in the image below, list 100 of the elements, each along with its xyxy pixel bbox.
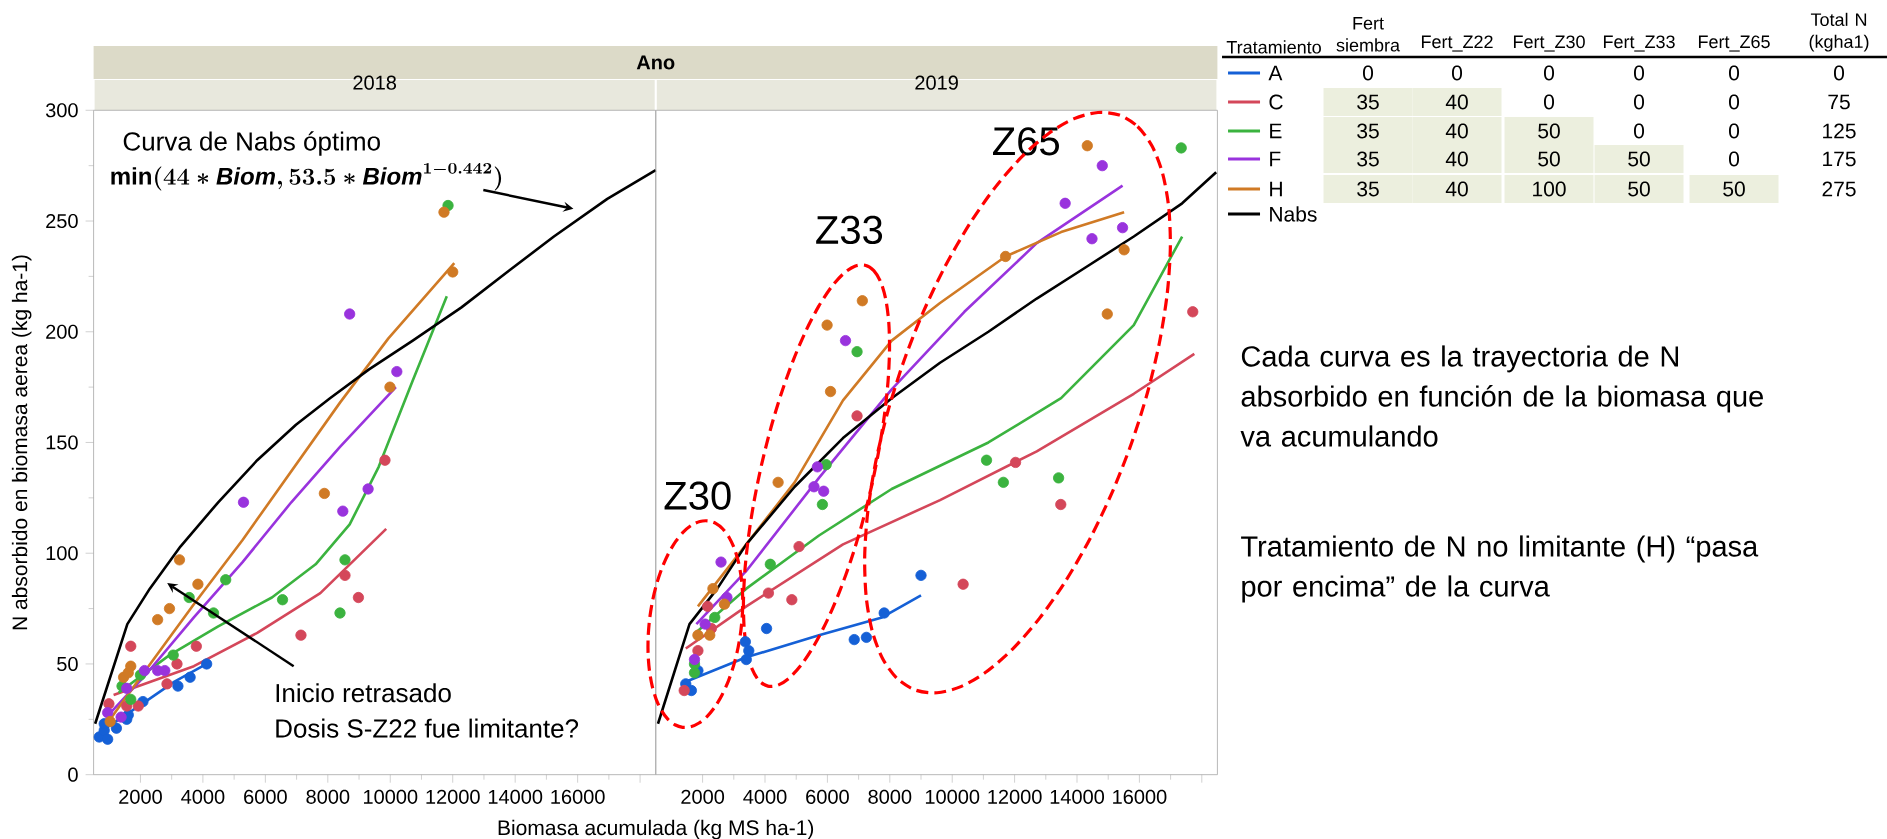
- point: [318, 487, 330, 500]
- x-tick-label: Total N (kgha1): [1809, 12, 1869, 52]
- point: [772, 476, 784, 488]
- point: [1053, 472, 1065, 484]
- data-label: 275: [1822, 181, 1856, 197]
- data-label: 75: [1828, 94, 1850, 110]
- data-label: 40: [1445, 94, 1468, 110]
- point: [339, 554, 351, 566]
- annotation: Z30: [664, 481, 731, 510]
- x-tick-label: 16000: [551, 789, 605, 804]
- x-tick-label: 2000: [119, 789, 162, 804]
- data-label: 40: [1445, 181, 1468, 197]
- point: [110, 722, 122, 734]
- legend-label: Nabs: [1270, 206, 1317, 222]
- point: [391, 366, 403, 378]
- point: [362, 483, 374, 495]
- data-label: 0: [1363, 65, 1374, 81]
- data-label: 0: [1452, 65, 1463, 81]
- point: [860, 631, 872, 643]
- y-tick-label: 50: [57, 656, 78, 672]
- x-tick-label: Fert_Z30: [1513, 35, 1585, 52]
- point: [379, 454, 391, 466]
- point: [173, 554, 186, 566]
- point: [688, 653, 701, 666]
- data-label: 50: [1538, 123, 1560, 139]
- y-tick-label: A: [1268, 65, 1283, 81]
- data-label: 100: [1533, 181, 1566, 197]
- point: [167, 649, 179, 661]
- point: [1116, 222, 1129, 234]
- point: [1175, 142, 1187, 154]
- point: [678, 684, 690, 697]
- point: [980, 454, 993, 466]
- y-tick-label: 300: [45, 103, 78, 118]
- x-tick-label: Fert_Z33: [1603, 35, 1675, 52]
- data-label: 125: [1823, 123, 1856, 139]
- point: [344, 308, 356, 320]
- point: [1059, 197, 1071, 209]
- point: [702, 600, 714, 612]
- x-tick-label: 12000: [988, 789, 1042, 804]
- y-tick-label: H: [1270, 181, 1282, 197]
- x-tick-label: Fert_Z65: [1698, 35, 1770, 52]
- y-tick-label: C: [1269, 94, 1283, 110]
- x-tick-label: 10000: [364, 789, 418, 804]
- data-label: 0: [1634, 65, 1645, 81]
- point: [818, 485, 830, 497]
- point: [1081, 140, 1093, 152]
- point: [707, 583, 719, 595]
- point: [201, 658, 213, 670]
- point: [190, 640, 202, 652]
- x-tick-label: Fert_Z22: [1421, 35, 1493, 52]
- data-label: 35: [1357, 94, 1379, 110]
- point: [699, 618, 711, 630]
- x-tick-label: 14000: [1050, 789, 1105, 804]
- x-tick-label: 2000: [681, 789, 725, 804]
- chart-title: 2018: [353, 75, 397, 90]
- data-label: 0: [1834, 65, 1845, 81]
- point: [184, 671, 196, 683]
- point: [384, 381, 396, 393]
- point: [220, 574, 232, 586]
- point: [125, 640, 137, 652]
- point: [957, 578, 969, 590]
- data-label: 0: [1544, 65, 1555, 81]
- point: [447, 266, 459, 278]
- y-tick-label: F: [1270, 151, 1281, 167]
- point: [102, 733, 114, 745]
- annotation: Curva de Nabs óptimo: [123, 131, 380, 156]
- point: [740, 653, 752, 666]
- point: [276, 594, 289, 606]
- y-tick-label: 200: [46, 324, 78, 339]
- point: [121, 682, 133, 694]
- point: [1086, 233, 1098, 245]
- point: [295, 629, 307, 641]
- legend-title: Tratamiento: [1226, 40, 1321, 54]
- annotation: Dosis S-Z22 fue limitante?: [276, 718, 579, 738]
- text: Tratamiento de N no limitante (H) “pasa por encima” de la curva: [1241, 535, 1759, 603]
- point: [760, 622, 773, 635]
- data-label: 35: [1357, 181, 1379, 197]
- point: [816, 498, 829, 511]
- point: [878, 607, 890, 619]
- point: [352, 591, 365, 604]
- point: [103, 698, 115, 710]
- point: [848, 633, 860, 646]
- x-tick-label: 6000: [806, 789, 849, 804]
- point: [115, 711, 127, 723]
- data-label: 40: [1445, 151, 1468, 167]
- point: [172, 680, 184, 692]
- x-tick-label: 4000: [181, 789, 225, 804]
- point: [856, 295, 868, 307]
- point: [999, 250, 1012, 263]
- point: [1096, 160, 1108, 172]
- point: [718, 598, 731, 610]
- y-tick-label: E: [1270, 123, 1282, 139]
- data-label: 0: [1634, 94, 1645, 110]
- point: [762, 587, 775, 599]
- x-tick-label: Fert siembra: [1336, 17, 1401, 52]
- y-tick-label: 250: [46, 213, 78, 229]
- data-label: 0: [1729, 123, 1740, 139]
- annotation: $\min(44 * \mathit{Biom}, 53.5 * \mathit{Biom}^{1-0.442})$: [111, 162, 502, 191]
- point: [824, 385, 837, 398]
- point: [851, 346, 863, 358]
